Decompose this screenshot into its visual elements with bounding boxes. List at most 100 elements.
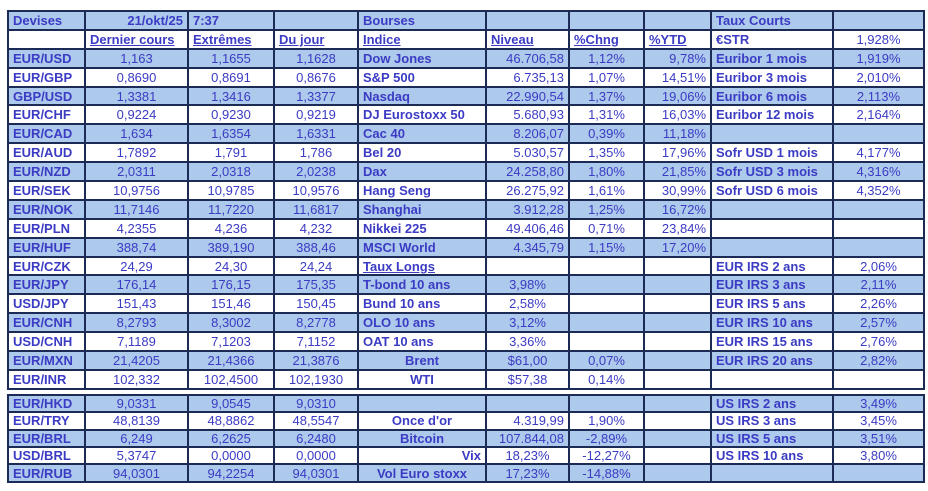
header-time: 7:37 (189, 12, 275, 31)
index-chng: 1,15% (570, 238, 645, 258)
currency-day: 4,232 (275, 219, 359, 239)
currency-day: 1,6331 (275, 125, 359, 145)
bond-yield: 2,58% (487, 295, 570, 315)
rate-value: 2,26% (834, 295, 925, 315)
index-ytd: 30,99% (645, 182, 712, 201)
asset-chng: 0,14% (570, 370, 645, 390)
currency-extreme: 0,9230 (189, 106, 275, 126)
rate-label: EUR IRS 2 ans (712, 257, 834, 277)
asset-value: $57,38 (487, 370, 570, 390)
empty-cell (570, 276, 645, 296)
currency-pair: EUR/AUD (9, 144, 86, 164)
index-chng: 1,80% (570, 163, 645, 183)
taux-longs-header: Taux Longs (359, 257, 487, 277)
col-dernier-cours: Dernier cours (86, 30, 189, 50)
currency-extreme: 11,7220 (189, 200, 275, 220)
currency-day: 0,9219 (275, 106, 359, 126)
empty-cell (645, 447, 712, 466)
currency-day: 1,786 (275, 144, 359, 164)
rate-label: Euribor 1 mois (712, 49, 834, 69)
rate-label: Sofr USD 1 mois (712, 144, 834, 164)
currency-extreme: 9,0545 (189, 395, 275, 414)
empty-cell (834, 12, 925, 31)
empty-cell (834, 125, 925, 145)
rate-value: 1,919% (834, 49, 925, 69)
rate-label: EUR IRS 5 ans (712, 295, 834, 315)
empty-cell (487, 257, 570, 277)
asset-chng: -12,27% (570, 447, 645, 466)
col-ytd: %YTD (645, 30, 712, 50)
index-chng: 0,39% (570, 125, 645, 145)
currency-pair: EUR/TRY (9, 413, 86, 431)
index-level: 24.258,80 (487, 163, 570, 183)
index-level: 4.345,79 (487, 238, 570, 258)
currency-pair: EUR/HUF (9, 238, 86, 258)
empty-cell (359, 395, 487, 414)
index-chng: 1,07% (570, 68, 645, 88)
rate-value: 3,49% (834, 395, 925, 414)
rate-value: 4,177% (834, 144, 925, 164)
currency-day: 1,3377 (275, 87, 359, 107)
empty-cell (645, 333, 712, 353)
index-name: Dow Jones (359, 49, 487, 69)
empty-cell (712, 219, 834, 239)
index-name: Shanghai (359, 200, 487, 220)
index-ytd: 11,18% (645, 125, 712, 145)
currency-last: 1,7892 (86, 144, 189, 164)
currency-pair: EUR/GBP (9, 68, 86, 88)
empty-cell (570, 295, 645, 315)
empty-cell (275, 12, 359, 31)
currency-pair: USD/JPY (9, 295, 86, 315)
index-ytd: 17,20% (645, 238, 712, 258)
currency-last: 8,2793 (86, 314, 189, 334)
currency-extreme: 102,4500 (189, 370, 275, 390)
currency-pair: EUR/CZK (9, 257, 86, 277)
index-level: 26.275,92 (487, 182, 570, 201)
currency-day: 10,9576 (275, 182, 359, 201)
col-du-jour: Du jour (275, 30, 359, 50)
empty-cell (645, 295, 712, 315)
bond-yield: 3,98% (487, 276, 570, 296)
taux-courts-header: Taux Courts (712, 12, 834, 31)
currency-last: 9,0331 (86, 395, 189, 414)
currency-extreme: 48,8862 (189, 413, 275, 431)
index-name: Dax (359, 163, 487, 183)
rate-label: EUR IRS 10 ans (712, 314, 834, 334)
currency-extreme: 1,1655 (189, 49, 275, 69)
header-date: 21/okt/25 (86, 12, 189, 31)
market-rates-spreadsheet: Devises 21/okt/25 7:37 Bourses Taux Courts De… (7, 10, 925, 483)
rate-value: 2,010% (834, 68, 925, 88)
rate-value: 2,11% (834, 276, 925, 296)
col-extremes: Extrêmes (189, 30, 275, 50)
rate-label: Sofr USD 6 mois (712, 182, 834, 201)
rate-label: US IRS 10 ans (712, 447, 834, 466)
currency-extreme: 389,190 (189, 238, 275, 258)
index-ytd: 14,51% (645, 68, 712, 88)
asset-name: Vix (359, 447, 487, 466)
currency-last: 24,29 (86, 257, 189, 277)
currency-last: 102,332 (86, 370, 189, 390)
bond-name: Bund 10 ans (359, 295, 487, 315)
empty-cell (645, 370, 712, 390)
index-chng: 1,25% (570, 200, 645, 220)
asset-value: $61,00 (487, 352, 570, 371)
asset-value: 107.844,08 (487, 430, 570, 448)
rate-value: 4,352% (834, 182, 925, 201)
index-name: Cac 40 (359, 125, 487, 145)
empty-cell (645, 257, 712, 277)
currency-pair: EUR/SEK (9, 182, 86, 201)
asset-name: WTI (359, 370, 487, 390)
rate-value: 2,76% (834, 333, 925, 353)
empty-cell (712, 370, 834, 390)
asset-value: 4.319,99 (487, 413, 570, 431)
index-chng: 1,61% (570, 182, 645, 201)
index-name: MSCI World (359, 238, 487, 258)
empty-cell (645, 276, 712, 296)
index-level: 22.990,54 (487, 87, 570, 107)
currency-extreme: 8,3002 (189, 314, 275, 334)
currency-last: 1,634 (86, 125, 189, 145)
currency-last: 151,43 (86, 295, 189, 315)
currency-extreme: 6,2625 (189, 430, 275, 448)
currency-last: 7,1189 (86, 333, 189, 353)
empty-cell (834, 370, 925, 390)
